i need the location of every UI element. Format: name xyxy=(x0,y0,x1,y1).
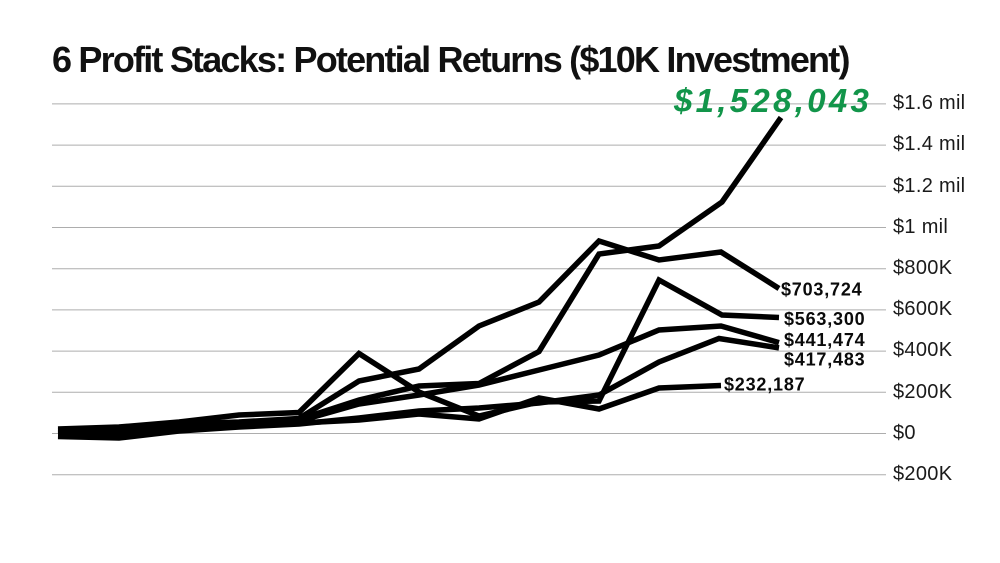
svg-text:$1.2 mil: $1.2 mil xyxy=(893,175,965,197)
svg-text:$232,187: $232,187 xyxy=(724,375,805,395)
svg-text:$1,528,043: $1,528,043 xyxy=(673,82,872,119)
svg-text:$800K: $800K xyxy=(893,257,953,279)
svg-text:$200K: $200K xyxy=(893,463,953,485)
svg-text:$563,300: $563,300 xyxy=(784,309,865,329)
svg-text:$1 mil: $1 mil xyxy=(893,216,948,238)
svg-text:$1.4 mil: $1.4 mil xyxy=(893,133,965,155)
svg-text:$600K: $600K xyxy=(893,298,953,320)
svg-text:$441,474: $441,474 xyxy=(784,330,865,350)
svg-text:$1.6 mil: $1.6 mil xyxy=(893,92,965,114)
svg-text:$417,483: $417,483 xyxy=(784,350,865,370)
svg-text:$400K: $400K xyxy=(893,339,953,361)
svg-text:6 Profit Stacks: Potential Ret: 6 Profit Stacks: Potential Returns ($10K… xyxy=(52,39,849,80)
svg-text:$703,724: $703,724 xyxy=(781,280,862,300)
svg-text:$200K: $200K xyxy=(893,381,953,403)
svg-text:$0: $0 xyxy=(893,422,916,444)
